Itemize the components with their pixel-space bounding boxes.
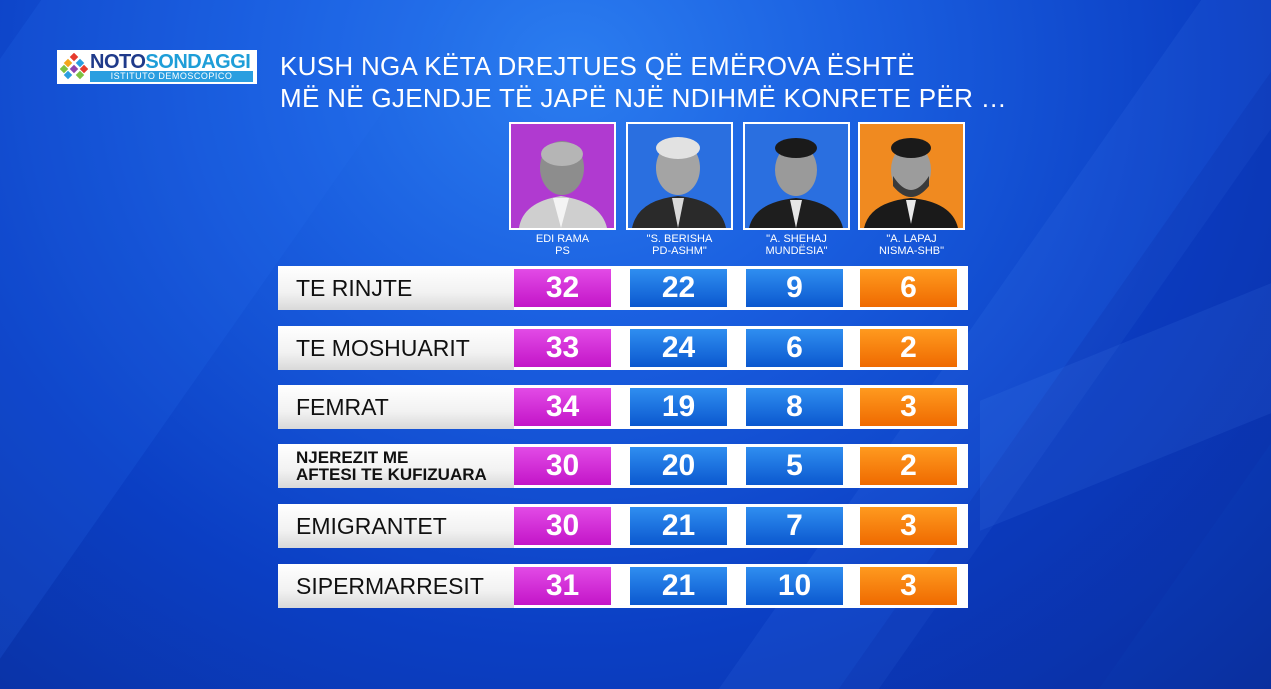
table-row: FEMRAT 34 19 8 3 bbox=[278, 385, 968, 429]
candidate-photo-rama bbox=[509, 122, 616, 230]
candidate-name-rama: EDI RAMA PS bbox=[509, 233, 616, 257]
table-row: SIPERMARRESIT 31 21 10 3 bbox=[278, 564, 968, 608]
candidate-berisha: "S. BERISHA PD-ASHM" bbox=[626, 122, 733, 257]
candidate-photo-berisha bbox=[626, 122, 733, 230]
row-label-line1: NJEREZIT ME bbox=[296, 448, 409, 467]
value-cell: 33 bbox=[514, 329, 611, 367]
candidate-shehaj: "A. SHEHAJ MUNDËSIA" bbox=[743, 122, 850, 257]
value-cell: 3 bbox=[860, 507, 957, 545]
candidate-name-line1: "A. LAPAJ bbox=[886, 233, 937, 245]
value-cell: 22 bbox=[630, 269, 727, 307]
candidate-photo-lapaj bbox=[858, 122, 965, 230]
logo-word-noto: NOTO bbox=[90, 51, 146, 73]
value-cell: 21 bbox=[630, 507, 727, 545]
value-cell: 2 bbox=[860, 329, 957, 367]
candidate-party: MUNDËSIA" bbox=[765, 245, 828, 257]
value-cell: 30 bbox=[514, 507, 611, 545]
candidate-name-berisha: "S. BERISHA PD-ASHM" bbox=[626, 233, 733, 257]
value-cell: 21 bbox=[630, 567, 727, 605]
value-cell: 7 bbox=[746, 507, 843, 545]
table-row: TE RINJTE 32 22 9 6 bbox=[278, 266, 968, 310]
value-cell: 31 bbox=[514, 567, 611, 605]
candidate-rama: EDI RAMA PS bbox=[509, 122, 616, 257]
row-label: EMIGRANTET bbox=[296, 512, 447, 539]
value-cell: 6 bbox=[746, 329, 843, 367]
person-portrait-icon bbox=[745, 124, 848, 228]
row-label: TE RINJTE bbox=[296, 274, 413, 301]
value-cell: 19 bbox=[630, 388, 727, 426]
logo-wordmark: NOTOSONDAGGI bbox=[90, 50, 251, 74]
candidate-party: PS bbox=[555, 245, 570, 257]
candidate-photo-shehaj bbox=[743, 122, 850, 230]
value-cell: 24 bbox=[630, 329, 727, 367]
chart-title: KUSH NGA KËTA DREJTUES QË EMËROVA ËSHTË … bbox=[280, 50, 1007, 114]
title-line-1: KUSH NGA KËTA DREJTUES QË EMËROVA ËSHTË bbox=[280, 51, 915, 81]
value-cell: 2 bbox=[860, 447, 957, 485]
value-cell: 5 bbox=[746, 447, 843, 485]
logo-subtitle: ISTITUTO DEMOSCOPICO bbox=[90, 71, 253, 82]
candidate-name-line1: EDI RAMA bbox=[535, 233, 590, 245]
candidate-party: NISMA-SHB" bbox=[878, 245, 945, 257]
table-row: EMIGRANTET 30 21 7 3 bbox=[278, 504, 968, 548]
row-label: NJEREZIT ME AFTESI TE KUFIZUARA bbox=[296, 444, 487, 488]
row-label-line2: AFTESI TE KUFIZUARA bbox=[296, 465, 487, 484]
value-cell: 34 bbox=[514, 388, 611, 426]
candidate-name-shehaj: "A. SHEHAJ MUNDËSIA" bbox=[743, 233, 850, 257]
logo-word-sondaggi: SONDAGGI bbox=[145, 51, 251, 73]
person-portrait-icon bbox=[860, 124, 963, 228]
value-cell: 3 bbox=[860, 567, 957, 605]
value-cell: 3 bbox=[860, 388, 957, 426]
title-line-2: MË NË GJENDJE TË JAPË NJË NDIHMË KONRETE… bbox=[280, 83, 1007, 113]
table-row: NJEREZIT ME AFTESI TE KUFIZUARA 30 20 5 … bbox=[278, 444, 968, 488]
candidate-lapaj: "A. LAPAJ NISMA-SHB" bbox=[858, 122, 965, 257]
candidate-name-lapaj: "A. LAPAJ NISMA-SHB" bbox=[858, 233, 965, 257]
value-cell: 9 bbox=[746, 269, 843, 307]
value-cell: 6 bbox=[860, 269, 957, 307]
row-label: SIPERMARRESIT bbox=[296, 572, 484, 599]
value-cell: 30 bbox=[514, 447, 611, 485]
row-label: FEMRAT bbox=[296, 393, 389, 420]
row-label: TE MOSHUARIT bbox=[296, 334, 470, 361]
noto-sondaggi-logo: NOTOSONDAGGI ISTITUTO DEMOSCOPICO bbox=[57, 50, 257, 84]
table-row: TE MOSHUARIT 33 24 6 2 bbox=[278, 326, 968, 370]
logo-dots-icon bbox=[60, 53, 88, 80]
candidate-name-line1: "S. BERISHA bbox=[646, 233, 713, 245]
candidate-party: PD-ASHM" bbox=[652, 245, 707, 257]
value-cell: 10 bbox=[746, 567, 843, 605]
person-portrait-icon bbox=[511, 124, 614, 228]
value-cell: 20 bbox=[630, 447, 727, 485]
value-cell: 32 bbox=[514, 269, 611, 307]
person-portrait-icon bbox=[628, 124, 731, 228]
value-cell: 8 bbox=[746, 388, 843, 426]
candidate-name-line1: "A. SHEHAJ bbox=[766, 233, 827, 245]
